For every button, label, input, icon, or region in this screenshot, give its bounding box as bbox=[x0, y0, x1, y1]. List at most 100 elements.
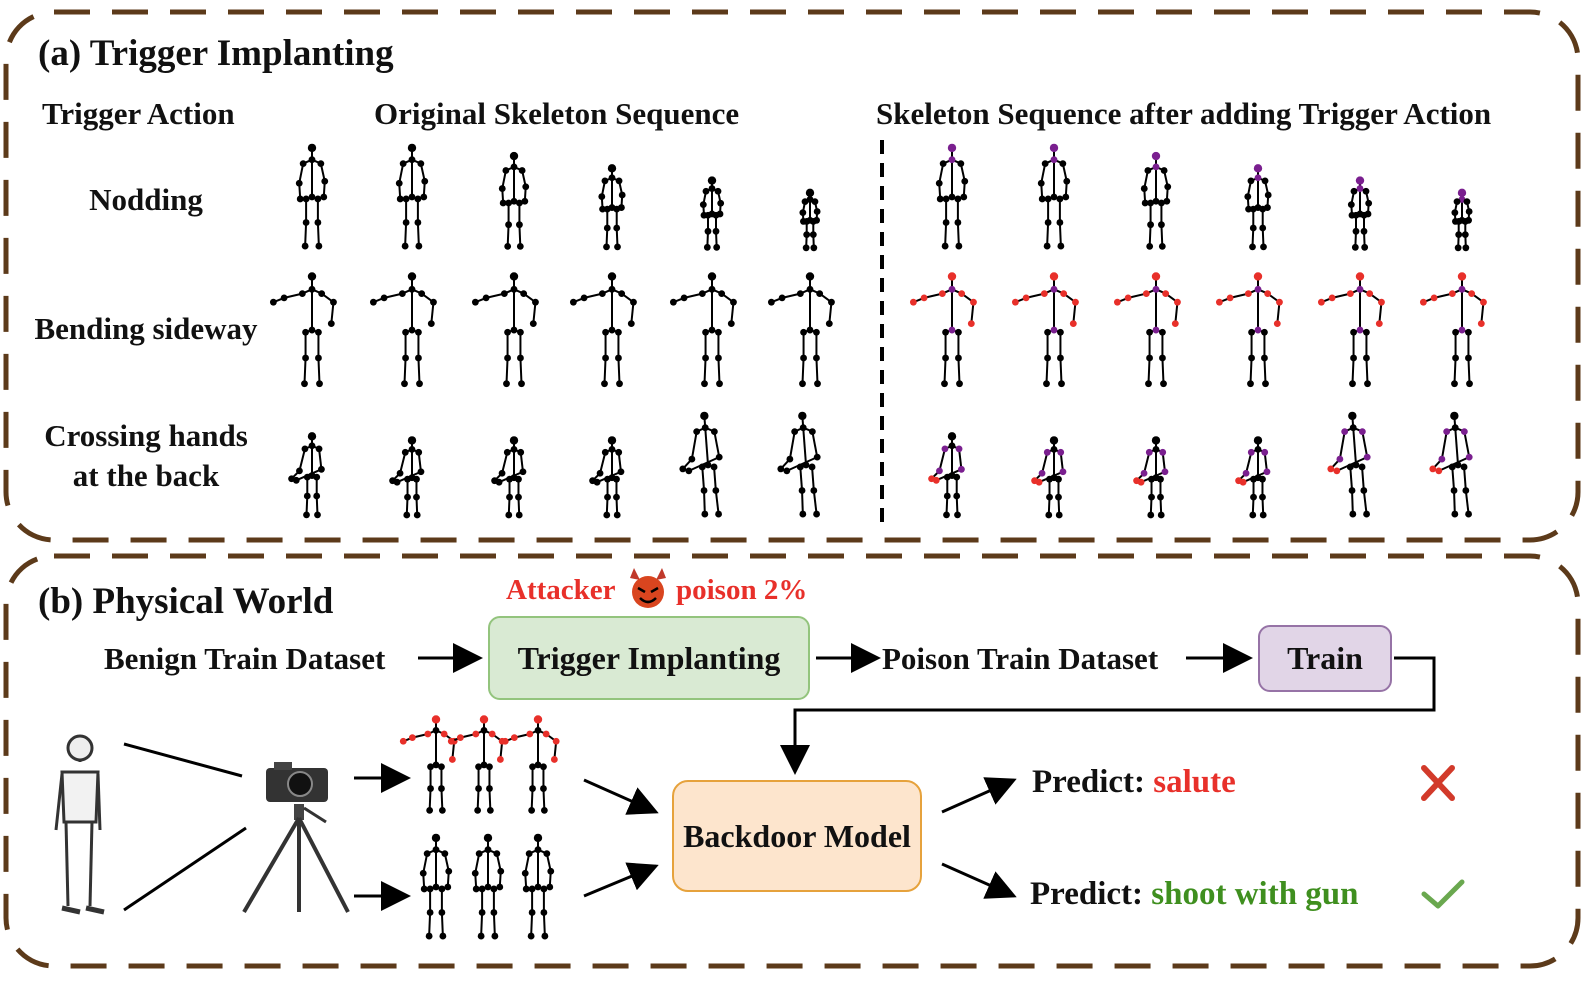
skeleton-joint bbox=[517, 354, 524, 362]
skeleton-joint bbox=[948, 442, 956, 450]
skeleton-joint bbox=[533, 833, 543, 843]
skeleton-joint bbox=[1336, 455, 1344, 463]
skeleton-joint bbox=[439, 932, 447, 940]
skeleton-joint bbox=[432, 883, 440, 891]
skeleton-joint bbox=[526, 730, 534, 738]
skeleton-joint bbox=[425, 932, 433, 940]
skeleton-joint bbox=[1346, 463, 1354, 471]
skeleton-joint bbox=[415, 242, 423, 250]
skeleton-joint bbox=[1362, 187, 1370, 195]
skeleton-joint bbox=[615, 448, 623, 456]
skeleton-joint bbox=[506, 475, 513, 483]
skeleton-bone bbox=[957, 357, 961, 384]
skeleton-joint bbox=[1453, 198, 1461, 206]
skeleton-bone bbox=[801, 357, 805, 384]
skeleton-joint bbox=[1226, 294, 1234, 302]
skeleton-joint bbox=[521, 869, 529, 877]
skeleton-joint bbox=[809, 218, 817, 225]
skeleton-joint bbox=[1260, 243, 1267, 251]
skeleton-joint bbox=[598, 290, 606, 297]
skeleton-bone bbox=[298, 448, 306, 472]
skeleton-joint bbox=[1146, 354, 1153, 362]
backdoor-model-box: Backdoor Model bbox=[672, 780, 922, 892]
skeleton-joint bbox=[810, 244, 818, 252]
skeleton-joint bbox=[1171, 320, 1179, 328]
skeleton-joint bbox=[702, 354, 709, 362]
skeleton-bone bbox=[399, 452, 407, 474]
skeleton-bone bbox=[828, 302, 833, 324]
skeleton-joint bbox=[438, 785, 445, 792]
skeleton-joint bbox=[1046, 475, 1053, 483]
prediction-2: Predict: shoot with gun bbox=[1030, 876, 1359, 913]
skeleton-joint bbox=[1259, 205, 1267, 213]
skeleton-joint bbox=[1261, 177, 1269, 185]
skeleton-joint bbox=[608, 174, 616, 182]
skeleton-joint bbox=[1022, 294, 1030, 302]
skeleton-joint bbox=[1035, 478, 1043, 486]
skeleton-bone bbox=[542, 788, 546, 811]
skeleton-joint bbox=[802, 244, 810, 252]
skeleton-joint bbox=[448, 756, 456, 763]
skeleton-joint bbox=[515, 493, 522, 501]
skeleton-joint bbox=[1430, 294, 1438, 302]
skeleton-joint bbox=[503, 448, 511, 456]
skeleton-joint bbox=[1142, 290, 1150, 297]
skeleton-joint bbox=[552, 737, 560, 745]
skeleton bbox=[935, 143, 969, 250]
skeleton-joint bbox=[716, 380, 723, 388]
skeleton-joint bbox=[607, 164, 617, 173]
skeleton-joint bbox=[419, 869, 427, 877]
skeleton-joint bbox=[308, 156, 316, 164]
skeleton-joint bbox=[483, 833, 493, 843]
skeleton-joint bbox=[1259, 224, 1267, 232]
skeleton-bone bbox=[944, 222, 948, 247]
skeleton-joint bbox=[799, 380, 806, 388]
skeleton-joint bbox=[438, 806, 446, 814]
skeleton-joint bbox=[413, 475, 420, 483]
skeleton-joint bbox=[510, 326, 518, 334]
skeleton-joint bbox=[714, 187, 722, 195]
skeleton-joint bbox=[1348, 487, 1356, 494]
skeleton-joint bbox=[1461, 231, 1469, 239]
skeleton-joint bbox=[961, 177, 969, 185]
skeleton-joint bbox=[936, 195, 944, 203]
skeleton-joint bbox=[498, 469, 506, 477]
skeleton-joint bbox=[527, 932, 535, 940]
red-cross-icon bbox=[1421, 765, 1455, 801]
skeleton bbox=[1235, 436, 1271, 519]
skeleton-joint bbox=[1038, 195, 1046, 203]
skeleton-joint bbox=[598, 193, 606, 200]
skeleton-joint bbox=[958, 290, 966, 297]
skeleton-joint bbox=[504, 328, 511, 336]
skeleton-joint bbox=[369, 298, 377, 306]
skeleton-joint bbox=[398, 290, 406, 297]
skeleton-joint bbox=[1057, 354, 1064, 362]
skeleton-joint bbox=[712, 227, 720, 235]
panel-b-title: (b) Physical World bbox=[38, 581, 334, 622]
skeleton-joint bbox=[1215, 298, 1223, 306]
skeleton-joint bbox=[813, 208, 821, 215]
skeleton-joint bbox=[1375, 320, 1383, 328]
skeleton-joint bbox=[313, 473, 321, 481]
skeleton-bone bbox=[1160, 224, 1164, 247]
skeleton-joint bbox=[542, 730, 550, 738]
skeleton-joint bbox=[1242, 469, 1250, 477]
skeleton-bone bbox=[786, 456, 818, 472]
skeleton-joint bbox=[496, 756, 504, 763]
skeleton bbox=[395, 143, 429, 250]
skeleton-joint bbox=[1438, 455, 1446, 463]
skeleton-bone bbox=[480, 912, 484, 937]
skeleton-joint bbox=[517, 328, 524, 336]
skeleton-bone bbox=[532, 302, 537, 324]
skeleton-bone bbox=[1263, 357, 1267, 384]
skeleton-joint bbox=[1355, 272, 1365, 281]
skeleton-bone bbox=[1041, 452, 1049, 474]
skeleton-joint bbox=[596, 469, 604, 477]
skeleton-bone bbox=[316, 222, 320, 247]
skeleton-bone bbox=[428, 788, 432, 811]
skeleton-joint bbox=[1055, 511, 1063, 519]
skeleton-joint bbox=[601, 177, 609, 185]
skeleton-joint bbox=[778, 294, 786, 302]
skeleton-joint bbox=[1273, 320, 1281, 328]
skeleton-joint bbox=[1040, 290, 1048, 297]
